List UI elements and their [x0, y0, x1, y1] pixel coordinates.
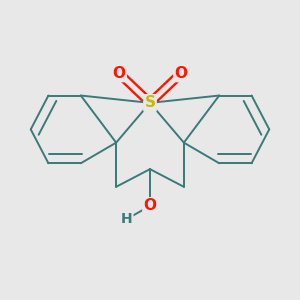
Text: H: H — [121, 212, 132, 226]
Text: O: O — [112, 66, 126, 81]
Text: O: O — [174, 66, 188, 81]
Text: O: O — [143, 198, 157, 213]
Text: S: S — [145, 95, 155, 110]
